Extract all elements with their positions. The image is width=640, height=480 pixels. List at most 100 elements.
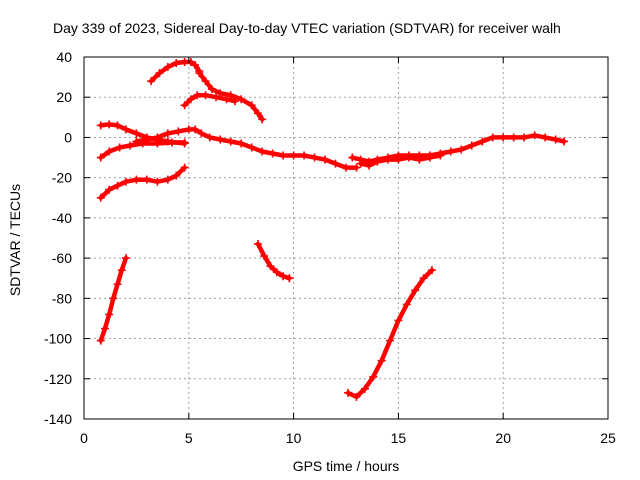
data-point	[402, 300, 411, 309]
data-point	[365, 161, 374, 170]
y-tick-label: 0	[64, 129, 72, 145]
data-point	[520, 133, 529, 142]
data-point	[411, 286, 420, 295]
data-point	[126, 141, 135, 150]
data-point	[258, 147, 267, 156]
data-point	[478, 137, 487, 146]
data-point	[132, 129, 141, 138]
data-point	[488, 133, 497, 142]
data-point	[191, 61, 200, 70]
data-point	[117, 266, 126, 275]
data-point	[121, 254, 130, 263]
data-point	[155, 69, 164, 78]
data-point	[201, 91, 210, 100]
series-arc10	[344, 266, 436, 401]
data-point	[279, 272, 288, 281]
y-tick-label: 20	[56, 89, 72, 105]
data-point	[163, 63, 172, 72]
data-point	[174, 127, 183, 136]
y-tick-label: -120	[44, 371, 72, 387]
y-tick-label: -140	[44, 411, 72, 427]
y-tick-label: 40	[56, 49, 72, 65]
data-point	[237, 139, 246, 148]
data-point	[115, 143, 124, 152]
data-point	[105, 147, 114, 156]
data-point	[386, 336, 395, 345]
data-point	[100, 324, 109, 333]
series-arc1	[147, 58, 204, 86]
data-point	[96, 121, 105, 130]
data-point	[300, 151, 309, 160]
data-point	[222, 95, 231, 104]
data-point	[132, 175, 141, 184]
y-tick-label: -60	[52, 250, 72, 266]
y-tick-label: -80	[52, 290, 72, 306]
data-point	[348, 153, 357, 162]
data-point	[105, 120, 114, 129]
data-point	[279, 151, 288, 160]
series-arc8	[96, 254, 130, 345]
data-point	[457, 145, 466, 154]
data-point	[352, 163, 361, 172]
data-point	[369, 372, 378, 381]
data-point	[551, 135, 560, 144]
data-point	[142, 175, 151, 184]
data-point	[163, 175, 172, 184]
data-point	[499, 133, 508, 142]
plot-frame	[83, 56, 609, 420]
data-point	[180, 163, 189, 172]
data-point	[205, 133, 214, 142]
data-point	[266, 262, 275, 271]
x-tick-label: 25	[600, 430, 616, 446]
data-point	[113, 280, 122, 289]
y-tick-label: -40	[52, 210, 72, 226]
series-arc12	[356, 151, 445, 170]
data-point	[356, 159, 365, 168]
data-point	[96, 193, 105, 202]
data-point	[212, 93, 221, 102]
axis-layer: 0 5 10 15 20 25 -140 -120 -100 -80 -60 -40 -20 0 20 40	[44, 49, 616, 446]
data-point	[344, 388, 353, 397]
data-point	[226, 137, 235, 146]
series-layer	[96, 58, 568, 401]
series-arc7	[96, 163, 189, 202]
data-point	[216, 135, 225, 144]
data-point	[342, 163, 350, 172]
data-point	[253, 109, 262, 118]
data-point	[509, 133, 518, 142]
data-point	[260, 252, 269, 261]
data-point	[96, 336, 105, 345]
x-axis-label: GPS time / hours	[293, 458, 400, 474]
data-point	[113, 181, 122, 190]
data-point	[163, 129, 172, 138]
data-point	[253, 240, 262, 249]
data-point	[230, 97, 239, 106]
series-arc3	[180, 91, 239, 110]
data-point	[121, 125, 130, 134]
grid-layer	[84, 57, 608, 419]
y-tick-label: -20	[52, 170, 72, 186]
series-arc2	[195, 69, 267, 124]
data-point	[268, 149, 277, 158]
data-point	[197, 129, 206, 138]
data-point	[436, 151, 445, 160]
data-point	[559, 137, 568, 146]
data-point	[394, 316, 403, 325]
data-point	[247, 101, 256, 110]
x-tick-label: 10	[286, 430, 302, 446]
data-point	[186, 58, 195, 67]
data-point	[394, 155, 403, 164]
data-point	[446, 147, 455, 156]
data-point	[113, 121, 122, 130]
data-point	[105, 310, 114, 319]
data-point	[207, 85, 216, 94]
data-point	[237, 95, 246, 104]
data-point	[168, 138, 177, 147]
data-point	[530, 131, 539, 140]
series-line	[98, 165, 187, 201]
data-point	[147, 77, 156, 86]
data-point	[360, 384, 369, 393]
data-point	[419, 274, 428, 283]
data-point	[383, 155, 392, 164]
data-point	[272, 268, 281, 277]
